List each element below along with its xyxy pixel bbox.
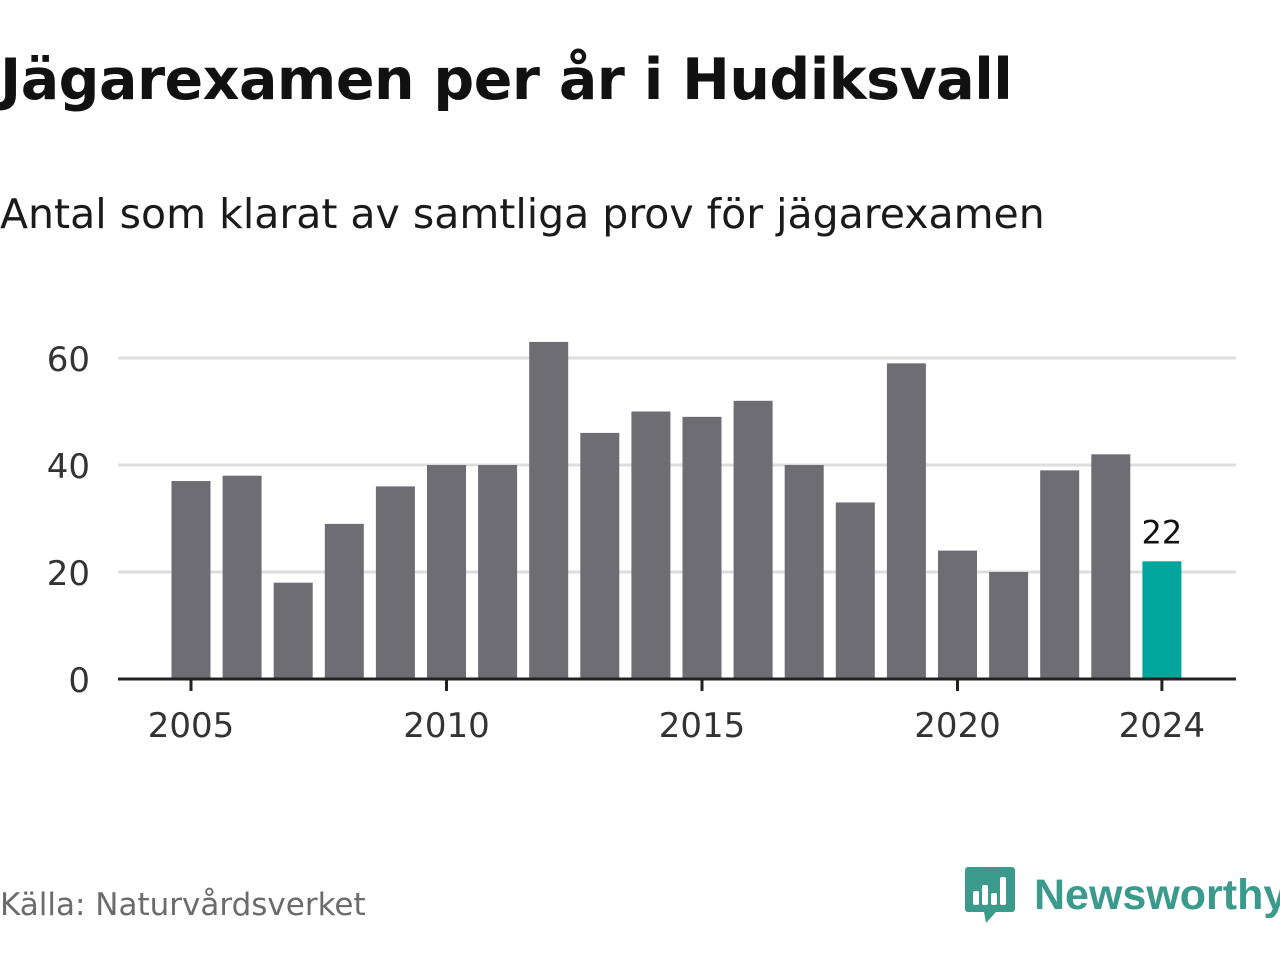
bar (631, 411, 671, 679)
bar (529, 341, 569, 679)
bar (273, 582, 313, 679)
chart-subtitle: Antal som klarat av samtliga prov för jä… (0, 190, 1045, 238)
bar (478, 465, 518, 679)
y-tick-label: 0 (68, 661, 90, 701)
bar (886, 363, 926, 679)
x-tick-label: 2010 (403, 706, 490, 746)
bar (375, 486, 415, 679)
bar (835, 502, 875, 679)
newsworthy-logo: Newsworthy (964, 865, 1280, 925)
x-tick-label: 2020 (914, 706, 1001, 746)
bar-chart: 0 20 40 60 22 2005 2010 2015 2020 2024 (47, 340, 1236, 746)
y-tick-label: 20 (47, 554, 90, 594)
y-tick-label: 40 (47, 447, 90, 487)
bar (733, 400, 773, 679)
bar (682, 416, 722, 679)
bar-highlighted (1142, 561, 1182, 679)
bar (427, 465, 466, 679)
bar (222, 475, 262, 679)
bar (580, 432, 620, 679)
source-note: Källa: Naturvårdsverket (0, 887, 366, 923)
bar (324, 523, 364, 679)
bar (989, 572, 1029, 679)
data-label: 22 (1142, 513, 1183, 551)
bar (1040, 470, 1080, 679)
newsworthy-logo-icon (965, 867, 1015, 923)
x-tick-label: 2005 (148, 706, 235, 746)
brand-name: Newsworthy (1034, 870, 1280, 919)
bar (938, 550, 977, 679)
bar (784, 465, 824, 679)
x-tick-label: 2015 (659, 706, 746, 746)
bar (1091, 454, 1131, 679)
chart-title: Jägarexamen per år i Hudiksvall (0, 47, 1013, 113)
y-tick-label: 60 (47, 340, 90, 380)
x-tick-label: 2024 (1119, 706, 1206, 746)
bar (171, 481, 211, 679)
